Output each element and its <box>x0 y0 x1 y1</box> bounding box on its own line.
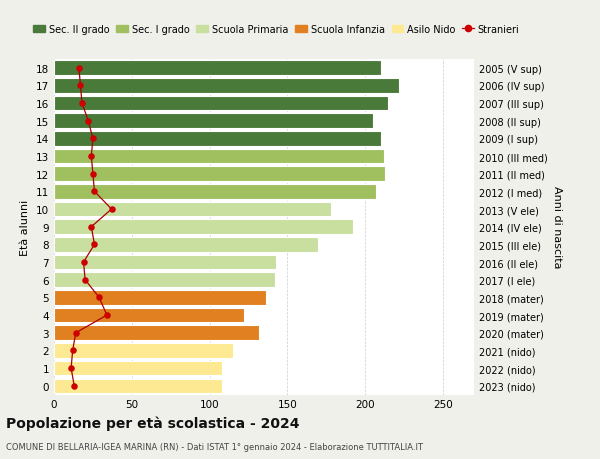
Bar <box>54 326 259 340</box>
Point <box>70 382 79 390</box>
Point <box>80 276 90 284</box>
Point <box>89 241 99 248</box>
Bar <box>54 114 373 129</box>
Point <box>86 224 96 231</box>
Bar <box>54 343 233 358</box>
Point <box>94 294 104 302</box>
Y-axis label: Anni di nascita: Anni di nascita <box>551 186 562 269</box>
Point <box>67 364 76 372</box>
Bar <box>54 273 275 287</box>
Bar <box>54 202 331 217</box>
Point <box>79 259 88 266</box>
Bar <box>54 132 380 146</box>
Text: Popolazione per età scolastica - 2024: Popolazione per età scolastica - 2024 <box>6 415 299 430</box>
Point <box>86 153 96 160</box>
Bar <box>54 361 222 375</box>
Point <box>88 171 98 178</box>
Bar <box>54 96 388 111</box>
Point <box>88 135 98 143</box>
Bar <box>54 291 266 305</box>
Point <box>83 118 93 125</box>
Bar <box>54 150 384 164</box>
Bar <box>54 220 353 235</box>
Point <box>89 188 99 196</box>
Bar <box>54 79 400 93</box>
Point <box>74 65 83 72</box>
Bar <box>54 255 277 270</box>
Point <box>68 347 77 354</box>
Bar <box>54 61 380 76</box>
Bar <box>54 185 376 199</box>
Point <box>107 206 116 213</box>
Point <box>102 312 112 319</box>
Text: COMUNE DI BELLARIA-IGEA MARINA (RN) - Dati ISTAT 1° gennaio 2024 - Elaborazione : COMUNE DI BELLARIA-IGEA MARINA (RN) - Da… <box>6 442 423 451</box>
Bar <box>54 238 319 252</box>
Point <box>71 330 80 337</box>
Bar <box>54 379 222 393</box>
Legend: Sec. II grado, Sec. I grado, Scuola Primaria, Scuola Infanzia, Asilo Nido, Stran: Sec. II grado, Sec. I grado, Scuola Prim… <box>29 21 523 39</box>
Bar <box>54 167 385 181</box>
Point <box>76 83 85 90</box>
Y-axis label: Età alunni: Età alunni <box>20 199 31 255</box>
Point <box>77 100 87 107</box>
Bar <box>54 308 244 323</box>
